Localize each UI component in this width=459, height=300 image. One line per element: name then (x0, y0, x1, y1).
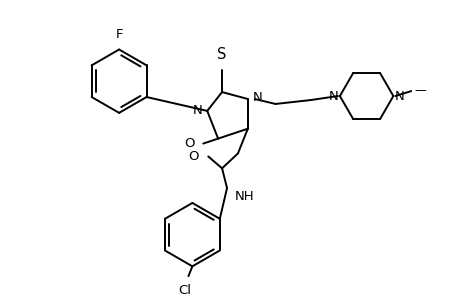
Text: S: S (217, 47, 226, 62)
Text: F: F (115, 28, 123, 40)
Text: N: N (252, 91, 262, 103)
Text: —: — (413, 84, 425, 97)
Text: O: O (184, 137, 194, 150)
Text: Cl: Cl (178, 284, 190, 297)
Text: NH: NH (235, 190, 254, 203)
Text: N: N (393, 89, 403, 103)
Text: N: N (192, 104, 202, 117)
Text: O: O (187, 150, 198, 163)
Text: N: N (329, 89, 338, 103)
